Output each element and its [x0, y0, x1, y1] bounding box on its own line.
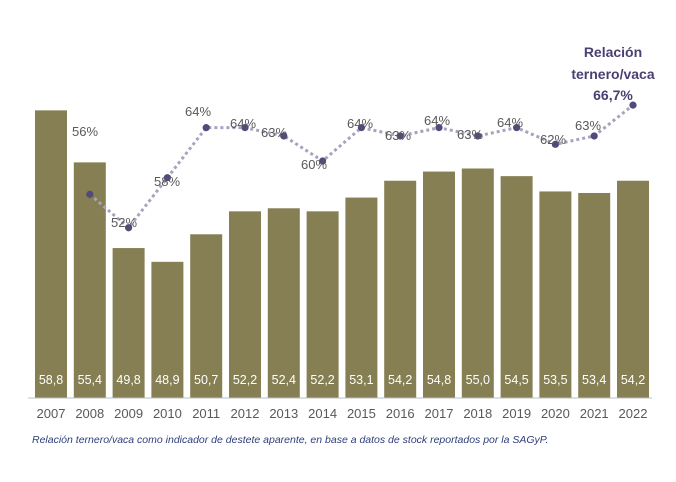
bar-value-label: 52,2 — [310, 373, 334, 387]
bar-2011 — [190, 234, 223, 398]
bar-2020 — [539, 191, 572, 398]
bar-2016 — [384, 180, 417, 398]
bar-2017 — [423, 171, 455, 398]
bar-value-label: 54,2 — [621, 373, 645, 387]
x-tick-label: 2016 — [386, 406, 415, 421]
x-tick-labels-layer: 2007 2008 2009 2010 2011 2012 2013 2014 2015 2016… — [37, 406, 648, 421]
bar-2021 — [578, 192, 611, 398]
bar-value-label: 52,2 — [233, 373, 257, 387]
ratio-line — [88, 103, 634, 230]
x-tick-label: 2020 — [541, 406, 570, 421]
annotation-line: Relación — [584, 44, 642, 60]
bar-2009 — [112, 248, 145, 398]
ratio-point-2012 — [241, 124, 249, 132]
bar-labels-layer: 58,8 55,4 49,8 48,9 50,7 52,2 52,4 52,2 53,1 54,2… — [39, 373, 645, 387]
bar-value-label: 55,0 — [466, 373, 490, 387]
bar-value-label: 58,8 — [39, 373, 63, 387]
bar-value-label: 55,4 — [78, 373, 102, 387]
ratio-label: 64% — [424, 113, 450, 128]
x-tick-label: 2011 — [192, 406, 220, 421]
ratio-point-2019 — [513, 124, 521, 132]
x-tick-label: 2014 — [308, 406, 337, 421]
ratio-point-2015 — [357, 124, 365, 132]
bar-2022 — [617, 180, 649, 398]
ratio-label: 64% — [497, 115, 523, 130]
ratio-label: 60% — [301, 157, 327, 172]
bar-value-label: 50,7 — [194, 373, 218, 387]
ratio-point-2008 — [86, 190, 94, 198]
ratio-label: 63% — [385, 128, 411, 143]
bar-2014 — [306, 211, 339, 398]
bars-layer — [35, 110, 649, 399]
ratio-label: 52% — [111, 215, 137, 230]
bar-2012 — [229, 211, 261, 398]
ratio-point-2016 — [396, 132, 404, 140]
bar-2019 — [500, 176, 533, 398]
annotation-line: ternero/vaca — [571, 66, 654, 82]
ratio-label: 63% — [457, 127, 483, 142]
ratio-label: 63% — [575, 118, 601, 133]
bar-value-label: 54,8 — [427, 373, 451, 387]
x-tick-label: 2021 — [580, 406, 609, 421]
ratio-point-2011 — [202, 124, 210, 132]
bar-value-label: 53,5 — [543, 373, 567, 387]
bar-2013 — [267, 208, 300, 398]
ratio-point-2017 — [435, 124, 443, 132]
ratio-annotation: Relación ternero/vaca 66,7% — [571, 44, 654, 103]
bar-value-label: 48,9 — [155, 373, 179, 387]
bar-value-label: 52,4 — [272, 373, 296, 387]
bar-value-label: 53,4 — [582, 373, 606, 387]
x-tick-label: 2022 — [619, 406, 648, 421]
bar-2010 — [151, 261, 184, 398]
x-tick-label: 2018 — [463, 406, 492, 421]
x-tick-label: 2007 — [37, 406, 66, 421]
x-tick-label: 2009 — [114, 406, 143, 421]
ratio-point-2021 — [590, 132, 598, 140]
ratio-label: 58% — [154, 174, 180, 189]
x-tick-label: 2019 — [502, 406, 531, 421]
bar-value-label: 53,1 — [349, 373, 373, 387]
chart-caption: Relación ternero/vaca como indicador de … — [32, 434, 549, 446]
annotation-line: 66,7% — [593, 87, 633, 103]
ratio-point-2010 — [163, 174, 171, 182]
ratio-point-2013 — [280, 132, 288, 140]
ratio-line-layer — [86, 101, 637, 232]
ratio-label: 62% — [540, 132, 566, 147]
bar-value-label: 54,2 — [388, 373, 412, 387]
ratio-point-2022 — [629, 101, 637, 109]
ratio-label: 64% — [347, 116, 373, 131]
ratio-label: 64% — [230, 116, 256, 131]
ratio-point-2018 — [474, 132, 482, 140]
ratio-labels-layer: 56% 52% 58% 64% 64% 63% 60% 64% 63% 64% 63% 64% 62% 6… — [72, 104, 601, 230]
x-tick-label: 2012 — [231, 406, 260, 421]
bar-2015 — [345, 197, 378, 398]
x-tick-label: 2017 — [425, 406, 454, 421]
bar-value-label: 54,5 — [504, 373, 528, 387]
ratio-point-2009 — [125, 224, 133, 232]
ratio-label: 64% — [185, 104, 211, 119]
ratio-point-2020 — [551, 140, 560, 148]
x-tick-label: 2008 — [75, 406, 104, 421]
chart: 58,8 55,4 49,8 48,9 50,7 52,2 52,4 52,2 53,1 54,2… — [28, 44, 655, 421]
bar-2018 — [461, 168, 494, 398]
ratio-label: 63% — [261, 125, 287, 140]
bar-2007 — [35, 110, 67, 399]
bar-value-label: 49,8 — [116, 373, 140, 387]
ratio-label: 56% — [72, 124, 98, 139]
ratio-point-2014 — [319, 157, 327, 165]
x-tick-label: 2010 — [153, 406, 182, 421]
x-tick-label: 2013 — [269, 406, 298, 421]
x-tick-label: 2015 — [347, 406, 376, 421]
